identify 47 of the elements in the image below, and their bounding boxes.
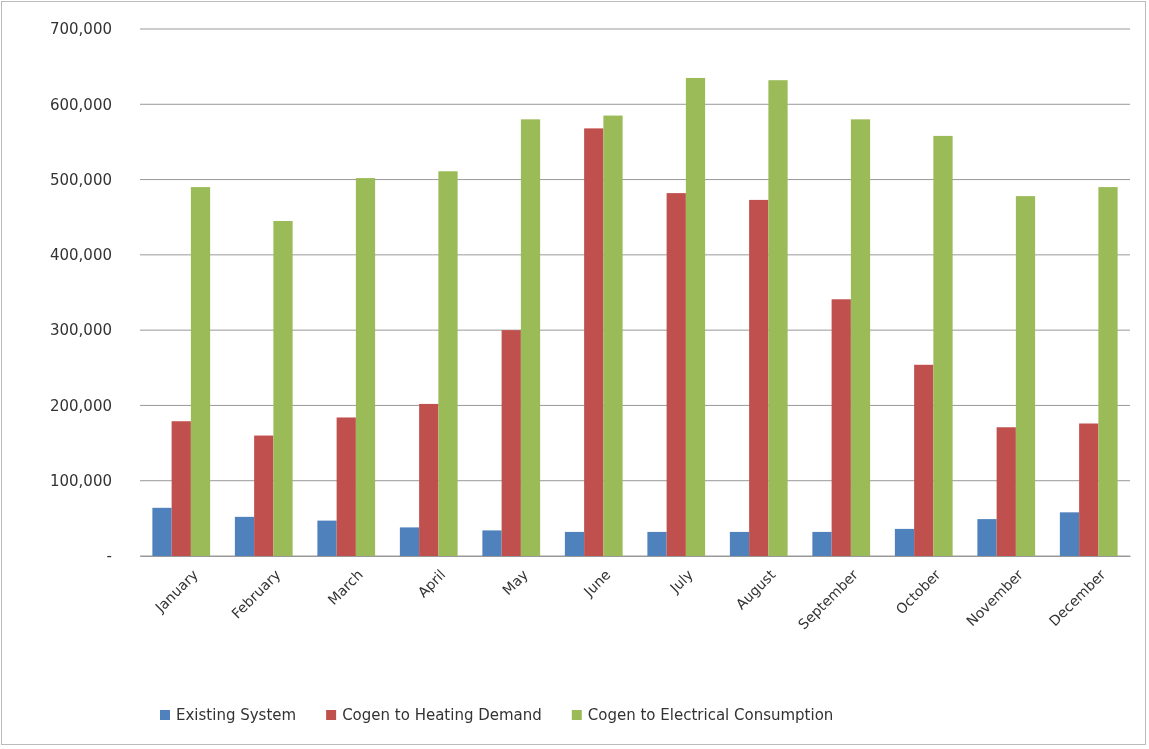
bar xyxy=(171,421,191,556)
legend-label: Cogen to Heating Demand xyxy=(342,706,542,724)
bar xyxy=(1059,512,1080,556)
y-tick-label: 700,000 xyxy=(49,20,112,39)
bar xyxy=(831,299,851,556)
bar xyxy=(749,199,769,556)
bar xyxy=(520,119,541,556)
bar xyxy=(977,519,997,556)
bar xyxy=(336,417,356,556)
bar xyxy=(254,435,274,556)
bar xyxy=(564,531,585,556)
bar xyxy=(914,364,934,556)
bar xyxy=(190,187,211,556)
bar xyxy=(933,135,953,556)
y-tick-label: 500,000 xyxy=(49,170,112,189)
bar xyxy=(812,531,832,556)
bar xyxy=(647,531,667,556)
y-tick-label: 600,000 xyxy=(49,95,112,114)
y-tick-label: 100,000 xyxy=(49,472,112,491)
bar xyxy=(685,77,706,556)
y-tick-label: 400,000 xyxy=(49,246,112,265)
bar xyxy=(850,119,871,556)
bar xyxy=(419,403,439,556)
bar xyxy=(584,128,604,556)
bar xyxy=(666,193,686,556)
bar xyxy=(234,516,255,556)
bar xyxy=(996,427,1016,556)
bar xyxy=(152,507,172,556)
legend-label: Existing System xyxy=(176,706,297,724)
bar xyxy=(399,527,420,556)
y-tick-label: 300,000 xyxy=(49,321,112,340)
bar xyxy=(438,171,458,556)
bar xyxy=(729,531,750,556)
bar xyxy=(603,115,623,556)
y-tick-label: - xyxy=(106,547,112,566)
bar xyxy=(1098,187,1118,556)
legend-label: Cogen to Electrical Consumption xyxy=(587,706,834,724)
bar xyxy=(501,330,521,556)
bar xyxy=(273,220,293,556)
bar xyxy=(894,528,915,556)
bar xyxy=(482,530,502,556)
bar xyxy=(1015,196,1036,556)
bar xyxy=(1079,423,1099,556)
bar xyxy=(355,178,376,556)
y-tick-label: 200,000 xyxy=(49,396,112,415)
bar xyxy=(768,80,788,556)
bar xyxy=(317,520,337,556)
